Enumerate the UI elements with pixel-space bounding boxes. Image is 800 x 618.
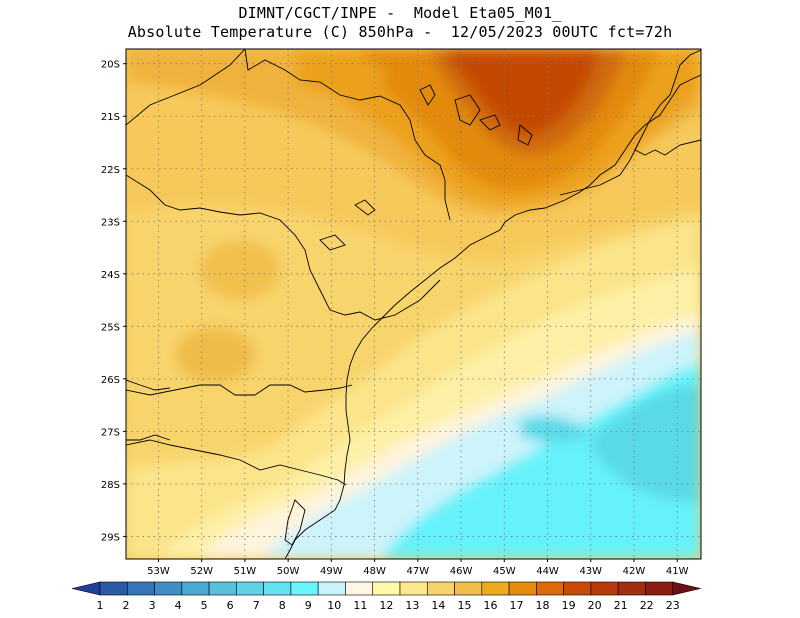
- colorbar-swatch: [181, 581, 210, 596]
- lon-label: 41W: [666, 566, 689, 577]
- lat-label: 27S: [101, 427, 120, 438]
- state-borders: [126, 49, 701, 559]
- lon-label: 42W: [623, 566, 646, 577]
- colorbar-label: 20: [588, 599, 602, 612]
- colorbar: 1 2 3 4 5 6 7 8 9 10 11 12 13 14 15 16 17 18 19 20 21 22 23: [71, 581, 701, 612]
- colorbar-label: 1: [97, 599, 104, 612]
- colorbar-label: 18: [536, 599, 550, 612]
- colorbar-swatch: [481, 581, 510, 596]
- colorbar-label: 2: [123, 599, 130, 612]
- latitude-axis: 20S 21S 22S 23S 24S 25S 26S 27S 28S 29S: [101, 60, 126, 543]
- colorbar-swatch: [263, 581, 292, 596]
- title-line-2: Absolute Temperature (C) 850hPa - 12/05/…: [127, 23, 673, 41]
- colorbar-label: 9: [305, 599, 312, 612]
- map-frame: [125, 48, 702, 560]
- longitude-axis: 53W 52W 51W 50W 49W 48W 47W 46W 45W 44W 43W 42W 41W: [147, 559, 689, 577]
- colorbar-label: 12: [379, 599, 393, 612]
- colorbar-swatch: [645, 581, 674, 596]
- lat-label: 28S: [101, 480, 120, 491]
- lon-label: 48W: [363, 566, 386, 577]
- colorbar-label: 6: [227, 599, 234, 612]
- colorbar-label: 3: [149, 599, 156, 612]
- colorbar-swatch: [372, 581, 401, 596]
- colorbar-label: 22: [640, 599, 654, 612]
- lon-label: 43W: [579, 566, 602, 577]
- lon-label: 52W: [190, 566, 213, 577]
- colorbar-label: 14: [431, 599, 445, 612]
- lat-lon-grid: [126, 49, 701, 559]
- colorbar-arrow-high: [672, 581, 701, 596]
- colorbar-swatch: [399, 581, 428, 596]
- lon-label: 44W: [536, 566, 559, 577]
- colorbar-swatch: [236, 581, 264, 596]
- colorbar-swatch: [590, 581, 619, 596]
- colorbar-label: 11: [353, 599, 367, 612]
- colorbar-label: 17: [510, 599, 524, 612]
- lat-label: 22S: [101, 165, 120, 176]
- colorbar-swatch: [508, 581, 537, 596]
- lat-label: 20S: [101, 60, 120, 71]
- colorbar-label: 19: [562, 599, 576, 612]
- lat-label: 29S: [101, 532, 120, 543]
- lat-label: 23S: [101, 217, 120, 228]
- colorbar-swatch: [426, 581, 455, 596]
- colorbar-swatch: [126, 581, 155, 596]
- lon-label: 47W: [407, 566, 430, 577]
- colorbar-label: 7: [253, 599, 260, 612]
- lat-label: 26S: [101, 375, 120, 386]
- colorbar-swatch: [617, 581, 646, 596]
- colorbar-label: 10: [327, 599, 341, 612]
- lon-label: 49W: [320, 566, 343, 577]
- lat-label: 21S: [101, 112, 120, 123]
- colorbar-label: 16: [483, 599, 497, 612]
- colorbar-swatch: [536, 581, 564, 596]
- colorbar-label: 8: [279, 599, 286, 612]
- lat-label: 25S: [101, 322, 120, 333]
- colorbar-arrow-low: [71, 581, 101, 596]
- lon-label: 51W: [234, 566, 257, 577]
- colorbar-swatch: [208, 581, 237, 596]
- colorbar-label: 23: [666, 599, 680, 612]
- lon-label: 50W: [277, 566, 300, 577]
- colorbar-swatch: [345, 581, 374, 596]
- colorbar-label: 4: [175, 599, 182, 612]
- colorbar-label: 21: [614, 599, 628, 612]
- coastline: [284, 74, 701, 559]
- lon-label: 46W: [450, 566, 473, 577]
- colorbar-label: 13: [405, 599, 419, 612]
- colorbar-swatch: [454, 581, 483, 596]
- colorbar-label: 5: [201, 599, 208, 612]
- lon-label: 45W: [493, 566, 516, 577]
- colorbar-swatch: [99, 581, 128, 596]
- lon-label: 53W: [147, 566, 170, 577]
- colorbar-swatch: [563, 581, 592, 596]
- colorbar-swatch: [154, 581, 183, 596]
- colorbar-swatch: [290, 581, 319, 596]
- colorbar-swatch: [317, 581, 346, 596]
- temperature-field: [126, 49, 701, 559]
- lat-label: 24S: [101, 270, 120, 281]
- title-line-1: DIMNT/CGCT/INPE - Model Eta05_M01_: [238, 4, 562, 22]
- colorbar-label: 15: [457, 599, 471, 612]
